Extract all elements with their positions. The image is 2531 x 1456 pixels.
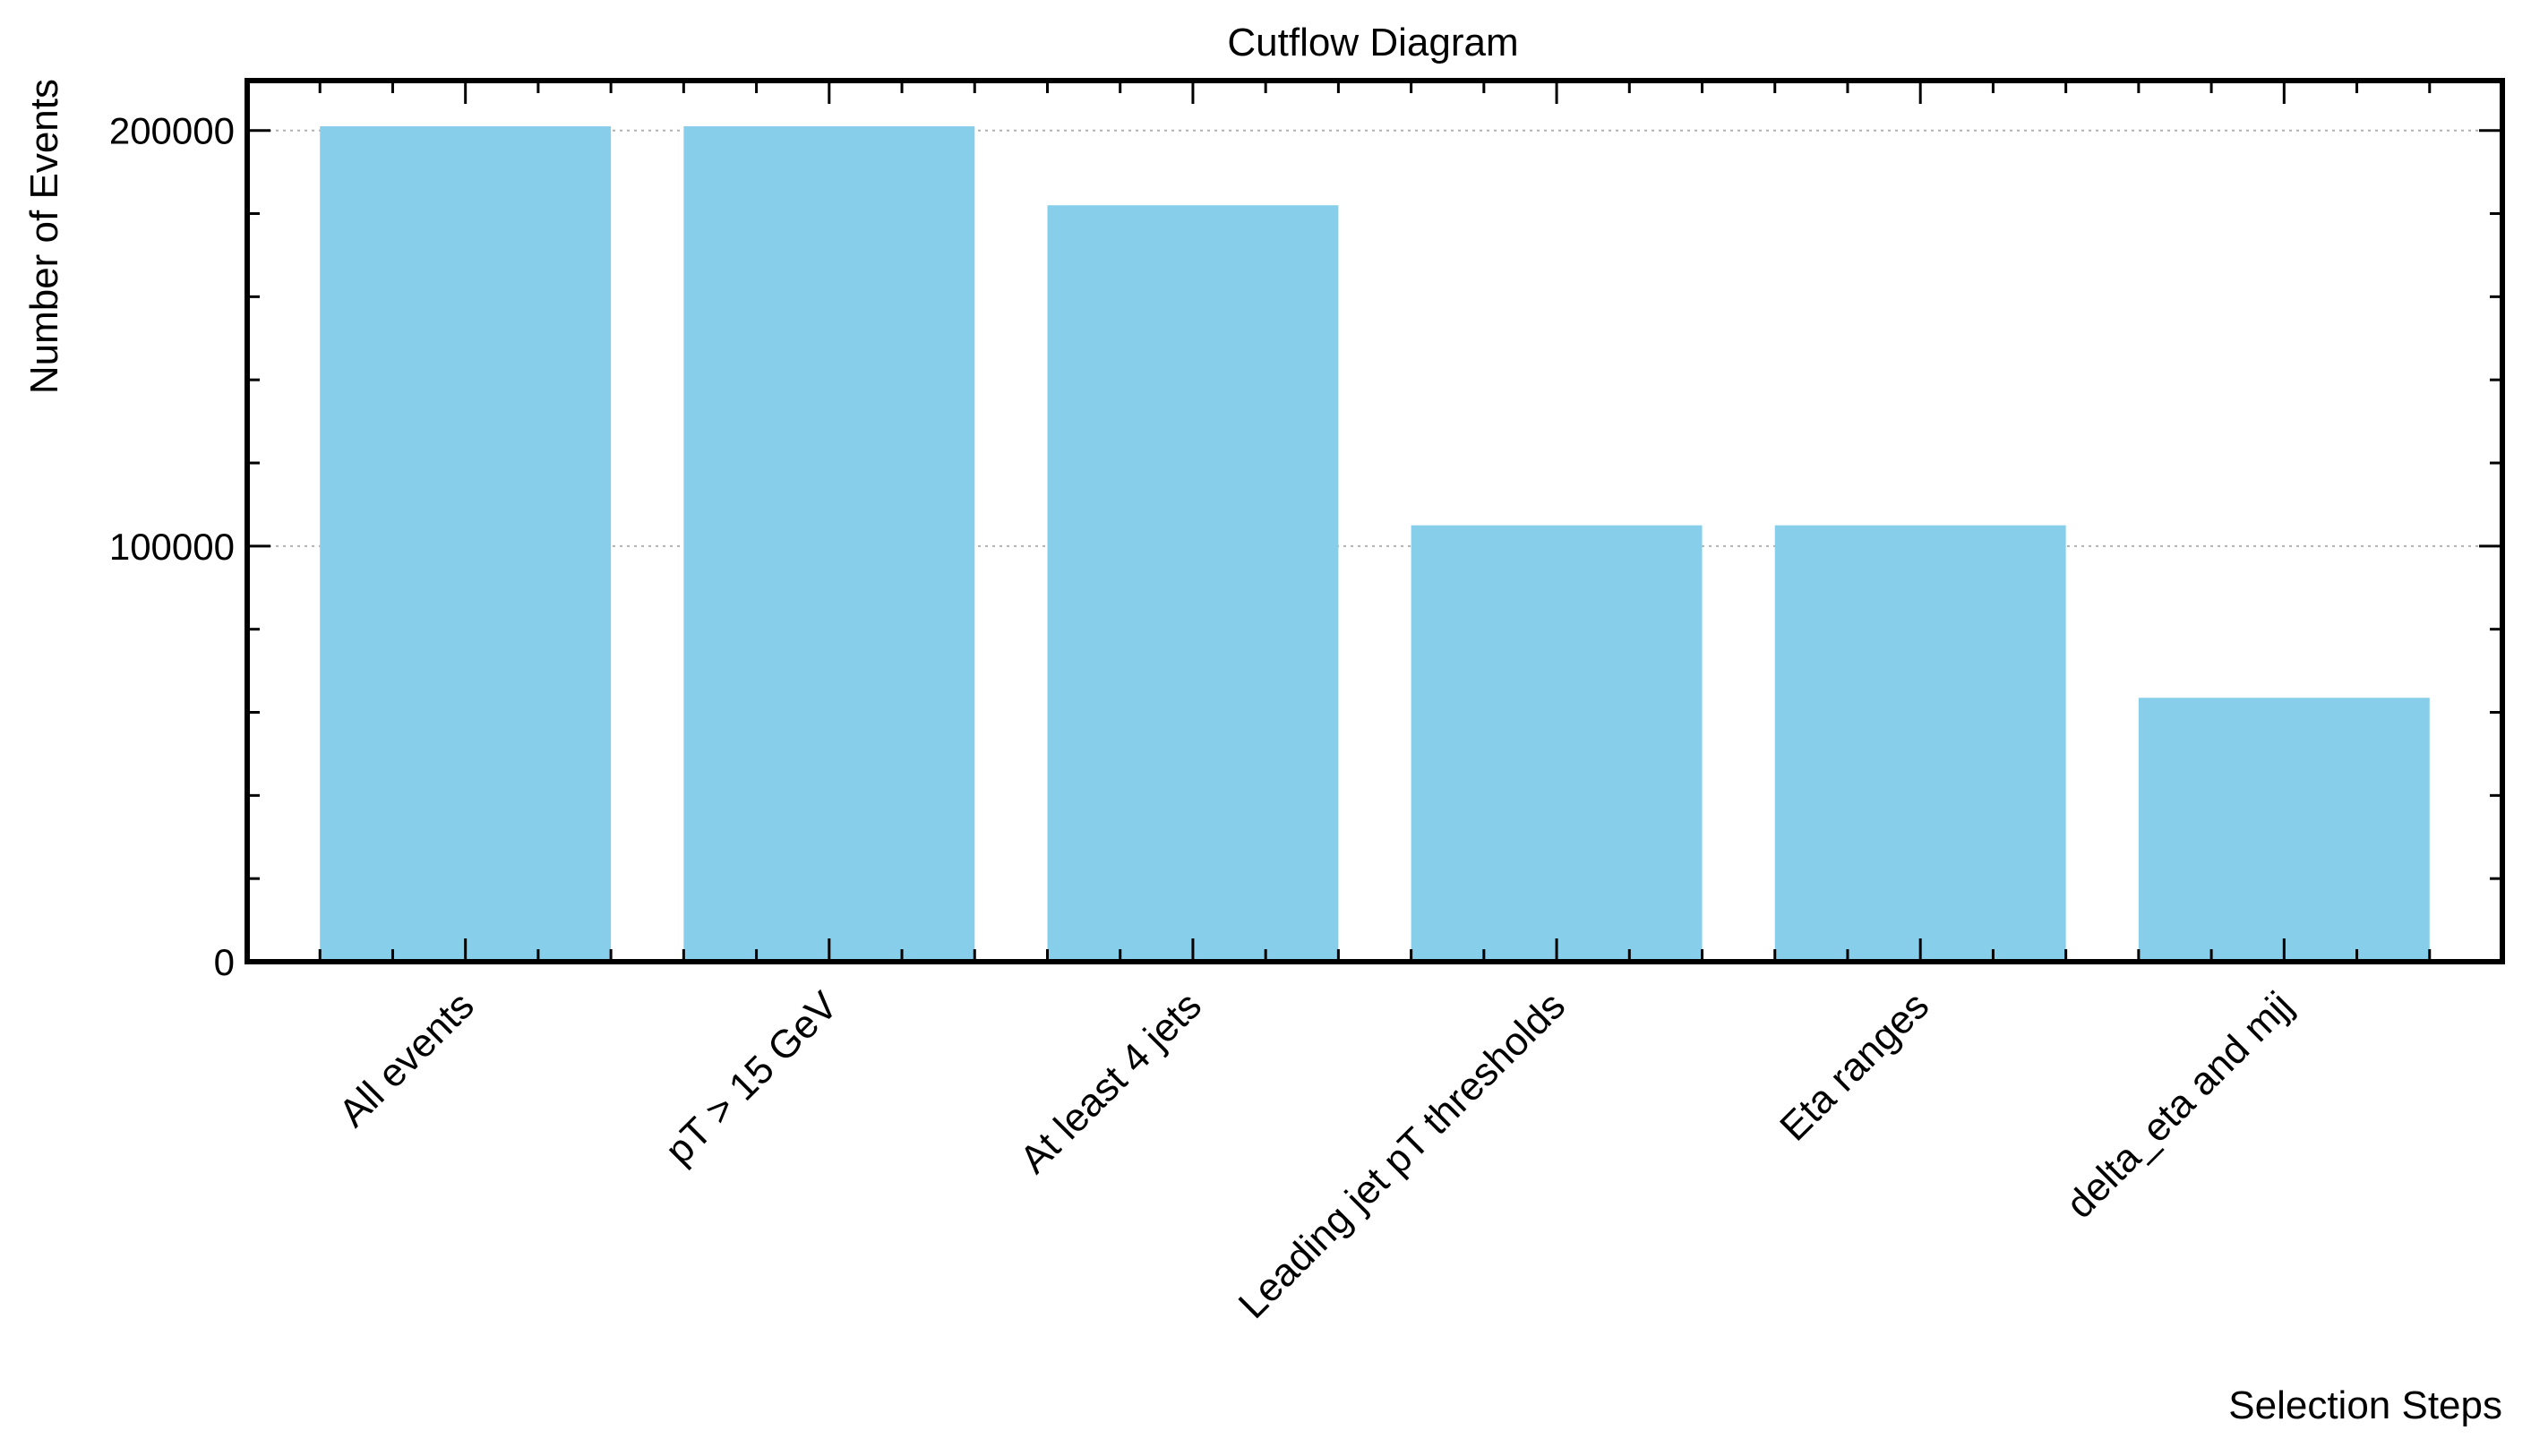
x-axis-label: Selection Steps [2228, 1383, 2502, 1427]
x-tick-label: Eta ranges [1772, 983, 1937, 1149]
y-tick-label: 200000 [109, 110, 235, 152]
bar [1047, 205, 1339, 962]
x-tick-label: delta_eta and mjj [2058, 983, 2302, 1227]
bar [320, 126, 612, 962]
x-tick-labels: All events pT > 15 GeV At least 4 jets Lead… [330, 983, 2301, 1327]
bar [1411, 525, 1703, 962]
x-tick-label: pT > 15 GeV [657, 983, 847, 1173]
y-tick-labels: 0 100000 200000 [109, 110, 235, 983]
x-tick-label: At least 4 jets [1012, 983, 1210, 1181]
axis-ticks [247, 81, 2504, 964]
x-tick-label: All events [330, 983, 483, 1135]
bar [2138, 698, 2430, 962]
bar [683, 126, 975, 962]
x-tick-label: Leading jet pT thresholds [1231, 983, 1574, 1326]
bar [1774, 525, 2066, 962]
plot-frame [245, 78, 2505, 964]
bars [320, 126, 2430, 962]
chart-title: Cutflow Diagram [1227, 21, 1518, 64]
y-axis-label: Number of Events [22, 79, 66, 394]
y-tick-label: 0 [214, 941, 235, 983]
y-tick-label: 100000 [109, 526, 235, 568]
grid-lines [247, 129, 2502, 547]
